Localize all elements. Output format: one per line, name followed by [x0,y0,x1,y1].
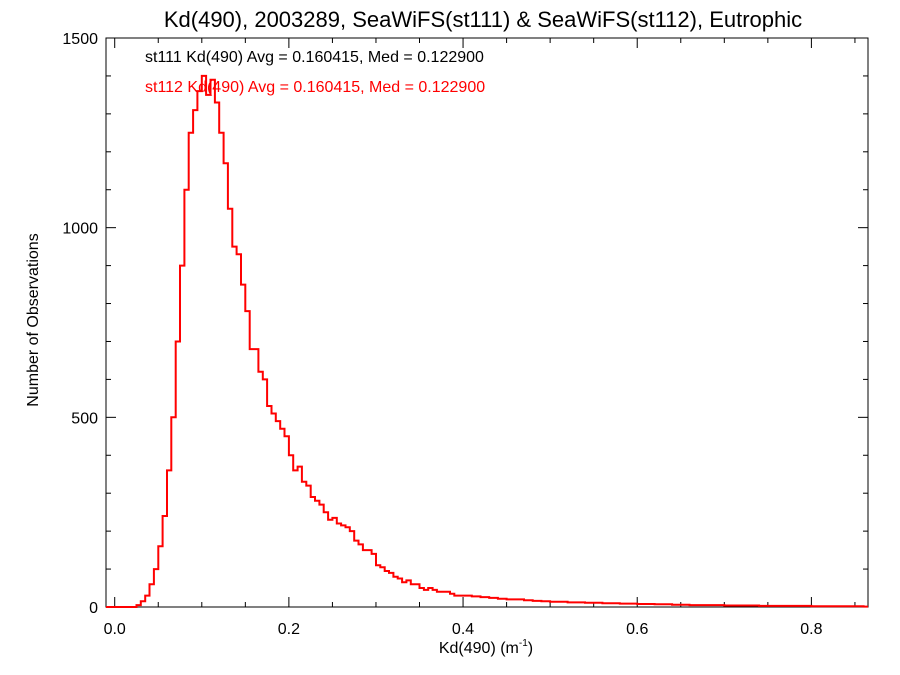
y-tick-label: 500 [71,410,98,427]
x-axis-label-suffix: ) [528,640,533,657]
y-tick-label: 1500 [62,31,98,48]
chart-title: Kd(490), 2003289, SeaWiFS(st111) & SeaWi… [164,7,802,32]
x-axis-label-superscript: -1 [519,638,528,649]
x-tick-label: 0.4 [452,621,474,638]
plot-border [105,37,869,608]
x-axis-label-main: Kd(490) (m [439,640,519,657]
annotation-st111-stats: st111 Kd(490) Avg = 0.160415, Med = 0.12… [145,49,484,66]
annotation-st112-stats: st112 Kd(490) Avg = 0.160415, Med = 0.12… [145,79,485,96]
x-axis-label: Kd(490) (m-1) [439,638,533,657]
x-axis-ticks: 0.0 0.2 0.4 0.6 0.8 [104,38,856,638]
plot-frame [105,37,869,608]
series-st112-histogram-line [106,74,868,608]
x-tick-label: 0.6 [626,621,648,638]
y-axis-label: Number of Observations [25,233,42,406]
y-tick-label: 0 [89,600,98,617]
x-tick-label: 0.2 [278,621,300,638]
y-tick-label: 1000 [62,221,98,238]
x-tick-label: 0.0 [104,621,126,638]
y-axis-ticks: 0 500 1000 1500 [62,31,868,617]
x-tick-label: 0.8 [800,621,822,638]
